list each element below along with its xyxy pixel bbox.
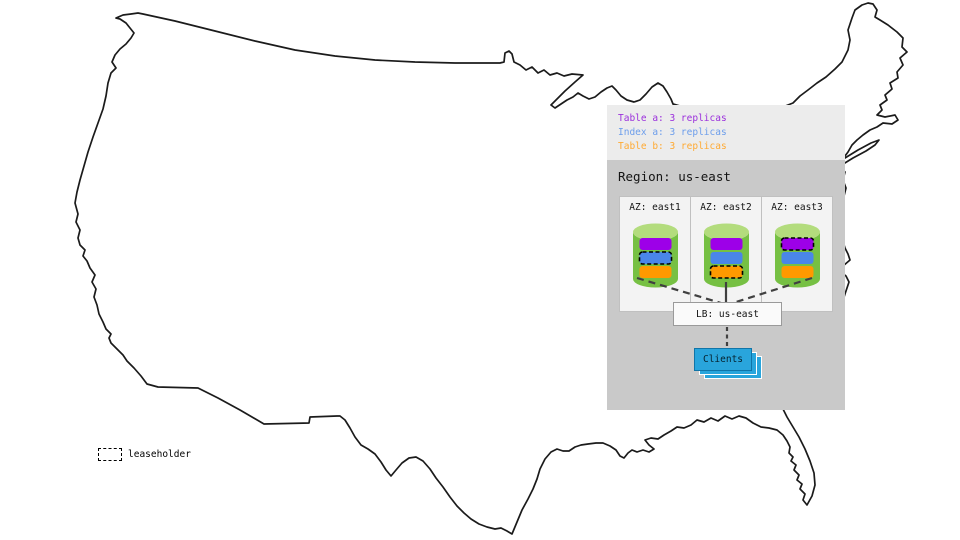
- legend-index-a: Index a: 3 replicas: [618, 127, 727, 138]
- replica-bar-table-a: [639, 238, 671, 250]
- leaseholder-key: leaseholder: [98, 448, 191, 461]
- database-cylinder-icon: [632, 223, 678, 288]
- clients-stack: Clients: [694, 348, 764, 382]
- replica-bar-table-b-leaseholder: [709, 265, 743, 279]
- clients-label: Clients: [702, 354, 744, 365]
- database-cylinder-icon: [703, 223, 749, 288]
- region-title: Region: us-east: [618, 169, 731, 184]
- topology-panel: Table a: 3 replicas Index a: 3 replicas …: [607, 105, 845, 410]
- az-east1-label: AZ: east1: [629, 202, 681, 213]
- clients-box: Clients: [694, 348, 752, 371]
- legend-table-b: Table b: 3 replicas: [618, 141, 727, 152]
- load-balancer-box: LB: us-east: [673, 302, 782, 326]
- az-east2-label: AZ: east2: [700, 202, 752, 213]
- replica-bar-table-b: [781, 266, 813, 278]
- cylinder-top: [632, 223, 678, 241]
- az-east2: AZ: east2: [690, 196, 762, 312]
- replica-bar-table-a: [710, 238, 742, 250]
- az-east1: AZ: east1: [619, 196, 691, 312]
- az-east3: AZ: east3: [761, 196, 833, 312]
- lb-label: LB: us-east: [696, 308, 759, 320]
- database-cylinder-icon: [774, 223, 820, 288]
- replica-bar-table-b: [639, 266, 671, 278]
- leaseholder-key-label: leaseholder: [128, 449, 191, 460]
- region-box: Region: us-east AZ: east1 AZ: east2: [607, 160, 845, 410]
- az-east3-label: AZ: east3: [771, 202, 823, 213]
- cylinder-top: [703, 223, 749, 241]
- az-row: AZ: east1 AZ: east2: [619, 196, 833, 312]
- replica-bar-index-a: [710, 252, 742, 264]
- replica-legend: Table a: 3 replicas Index a: 3 replicas …: [607, 105, 845, 160]
- replica-bar-table-a-leaseholder: [780, 237, 814, 251]
- replica-bar-index-a: [781, 252, 813, 264]
- replica-bar-index-a-leaseholder: [638, 251, 672, 265]
- cylinder-top: [774, 223, 820, 241]
- leaseholder-swatch-icon: [98, 448, 122, 461]
- us-map-outline: [74, 2, 908, 535]
- legend-table-a: Table a: 3 replicas: [618, 113, 727, 124]
